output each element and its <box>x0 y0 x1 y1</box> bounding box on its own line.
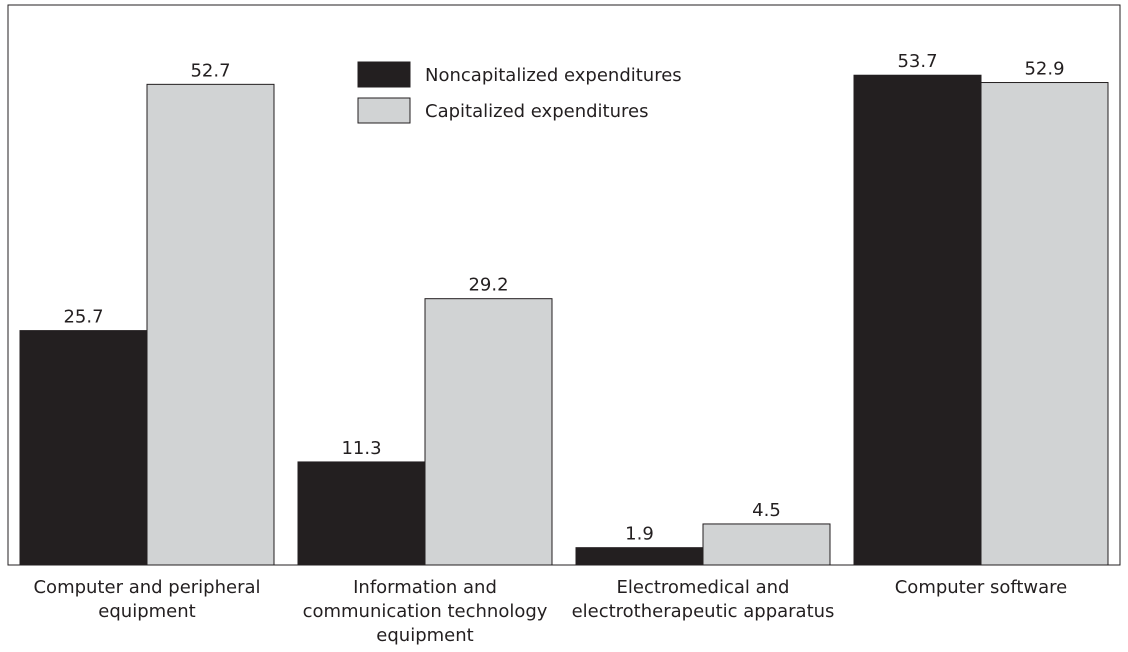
bar <box>853 74 982 566</box>
bar <box>575 547 704 566</box>
plot-frame <box>7 4 1121 566</box>
value-label: 25.7 <box>63 307 103 328</box>
value-label: 1.9 <box>625 524 654 545</box>
x-tick-label: Electromedical and electrotherapeutic ap… <box>571 577 835 622</box>
value-label: 4.5 <box>752 500 781 521</box>
x-tick-label: Computer and peripheral equipment <box>33 577 261 622</box>
value-label: 52.9 <box>1024 59 1064 80</box>
x-tick-label: Information and communication technology… <box>302 577 548 646</box>
value-label: 29.2 <box>468 275 508 296</box>
legend-label: Noncapitalized expenditures <box>425 65 682 86</box>
value-label: 53.7 <box>897 51 937 72</box>
bar <box>424 298 553 566</box>
legend-swatch <box>357 61 411 88</box>
bar <box>702 523 831 566</box>
bar <box>297 461 426 566</box>
value-label: 52.7 <box>190 60 230 81</box>
bar <box>980 82 1109 566</box>
x-tick-label: Computer software <box>894 577 1068 598</box>
bar <box>146 83 275 566</box>
legend-label: Capitalized expenditures <box>425 101 648 122</box>
legend-swatch <box>357 97 411 124</box>
bar <box>19 330 148 566</box>
value-label: 11.3 <box>341 438 381 459</box>
